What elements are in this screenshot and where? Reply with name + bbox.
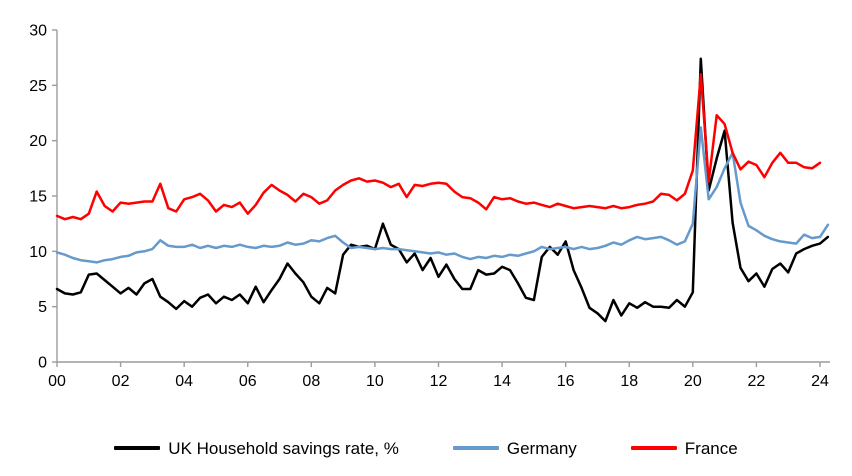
y-tick-label: 10	[29, 244, 47, 261]
y-tick-label: 30	[29, 23, 47, 40]
y-tick-label: 5	[38, 299, 47, 316]
legend-label: UK Household savings rate, %	[168, 438, 399, 458]
x-tick-label: 06	[239, 373, 257, 390]
legend-line-swatch	[114, 446, 161, 450]
axes	[52, 29, 830, 367]
y-tick-label: 25	[29, 78, 47, 95]
series-line-uk-household-savings-rate	[55, 57, 830, 323]
x-tick-label: 14	[493, 373, 511, 390]
legend-line-swatch	[452, 446, 499, 450]
x-tick-label: 22	[748, 373, 766, 390]
x-tick-label: 04	[175, 373, 193, 390]
x-tick-label: 18	[620, 373, 638, 390]
x-tick-label: 02	[112, 373, 130, 390]
series-line-germany	[55, 126, 830, 264]
legend-line-swatch	[630, 446, 677, 450]
series-line-france	[55, 73, 822, 221]
legend-label: Germany	[506, 438, 577, 458]
legend-item: Germany	[452, 438, 577, 458]
x-tick-label: 08	[302, 373, 320, 390]
legend-label: France	[684, 438, 738, 458]
x-tick-label: 00	[48, 373, 66, 390]
x-tick-label: 16	[557, 373, 575, 390]
series-lines	[55, 57, 830, 323]
x-tick-label: 24	[811, 373, 829, 390]
x-tick-label: 20	[684, 373, 702, 390]
x-tick-label: 12	[430, 373, 448, 390]
legend-item: UK Household savings rate, %	[114, 440, 399, 457]
axis-tick-labels: 0 5 10 15 20 25 30 00 02 04 06 08 10 12 14 16 18 20 22 24	[29, 23, 829, 391]
y-tick-label: 0	[38, 355, 47, 372]
x-tick-label: 10	[366, 373, 384, 390]
y-tick-label: 20	[29, 133, 47, 150]
y-tick-label: 15	[29, 189, 47, 206]
plot-area: 0 5 10 15 20 25 30 00 02 04 06 08 10 12 14 16 18 20 22 24	[29, 23, 830, 391]
legend-item: France	[630, 438, 738, 458]
legend: UK Household savings rate, % Germany Franc…	[0, 428, 852, 468]
